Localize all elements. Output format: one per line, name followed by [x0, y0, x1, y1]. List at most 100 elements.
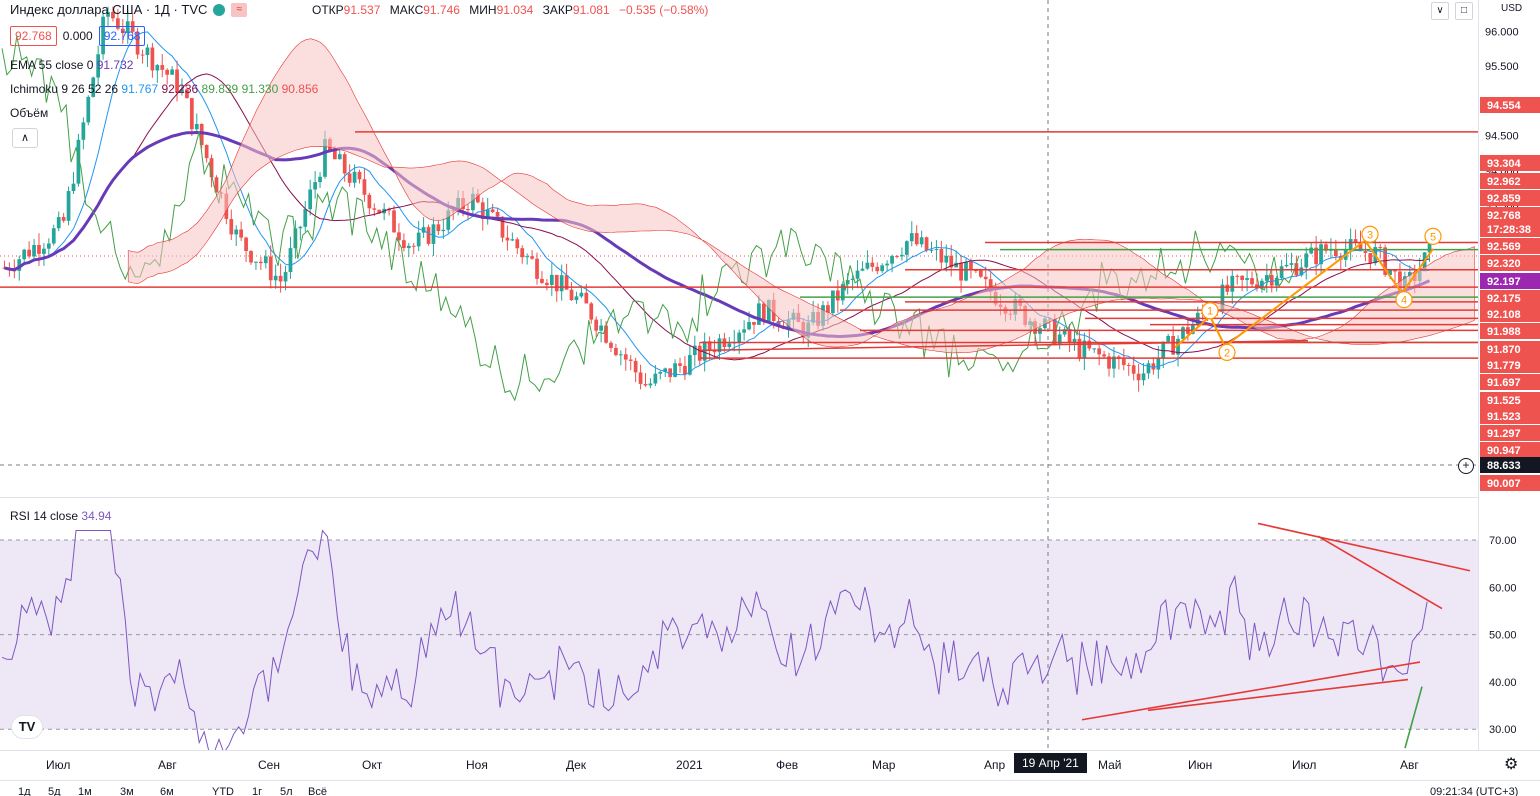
candle-body [840, 284, 845, 301]
candle-body [441, 229, 446, 232]
price-badge-text: 91.297 [1487, 428, 1521, 440]
low-value: 91.034 [496, 3, 534, 17]
rsi-trend-line [1147, 678, 1409, 712]
volume-legend[interactable]: Объём [10, 106, 48, 120]
price-badge-text: 17:28:38 [1487, 224, 1531, 236]
candle-body [727, 343, 732, 348]
candle-body [1161, 341, 1166, 358]
candle-body [372, 208, 377, 210]
chart-canvas[interactable]: 1 2 3 4 5 [0, 0, 1478, 755]
candle-body [1141, 373, 1146, 381]
candle-body [1092, 348, 1097, 350]
candle-body [490, 209, 495, 213]
candle-body [525, 256, 530, 258]
ichimoku-legend[interactable]: Ichimoku 9 26 52 26 91.767 92.236 89.839… [10, 82, 318, 96]
candle-body [880, 265, 885, 272]
ohlc-values: ОТКР91.537 МАКС91.746 МИН91.034 ЗАКР91.0… [312, 3, 714, 17]
wave-label-text: 5 [1430, 231, 1436, 243]
time-tick-label: Авг [1400, 758, 1419, 772]
candle-body [1181, 327, 1185, 339]
candle-body [845, 280, 850, 285]
wave-label-text: 2 [1224, 347, 1230, 359]
candle-body [116, 18, 120, 29]
candle-body [160, 65, 165, 70]
candle-body [890, 255, 894, 264]
candle-body [278, 275, 283, 282]
time-axis[interactable]: Июл Авг Сен Окт Ноя Дек 2021 Фев Мар Апр Май Июн Июл… [0, 750, 1540, 781]
price-scale[interactable]: USD96.00095.50095.00094.50094.00093.5009… [1478, 0, 1540, 750]
candle-body [1407, 272, 1412, 277]
candle-body [776, 320, 781, 326]
ema-legend[interactable]: EMA 55 close 0 91.732 [10, 58, 133, 72]
gear-icon[interactable]: ⚙ [1504, 756, 1519, 773]
price-badge [1480, 323, 1540, 339]
price-badge [1480, 425, 1540, 441]
add-level-icon[interactable]: + [1458, 458, 1474, 474]
time-tick-label: Июл [1292, 758, 1316, 772]
support-trend-line [699, 339, 1309, 352]
candle-body [249, 251, 253, 263]
candle-body [1368, 253, 1373, 264]
price-chart-area[interactable]: 1 2 3 4 5 [0, 0, 1478, 755]
candle-body [1121, 358, 1126, 366]
collapse-legend-button[interactable]: ∧ [12, 128, 38, 148]
buy-price-button[interactable]: 92.768 [98, 26, 146, 46]
rsi-legend[interactable]: RSI 14 close 34.94 [10, 509, 111, 523]
kijun-line [4, 73, 1430, 361]
candle-body [939, 249, 944, 263]
price-badge-text: 92.962 [1487, 176, 1521, 188]
time-tick-label: Мар [872, 758, 896, 772]
time-tick-label: Ноя [466, 758, 488, 772]
candle-body [1072, 338, 1077, 343]
candle-body [244, 237, 248, 252]
time-axis-canvas[interactable]: Июл Авг Сен Окт Ноя Дек 2021 Фев Мар Апр Май Июн Июл… [0, 751, 1478, 781]
candle-body [263, 256, 268, 264]
candle-body [535, 258, 539, 279]
candle-body [1358, 243, 1363, 252]
price-badge-text: 93.304 [1487, 158, 1522, 170]
candle-body [397, 232, 401, 241]
candle-body [515, 239, 520, 249]
candle-body [914, 233, 919, 245]
candle-body [51, 228, 56, 244]
candle-body [1378, 247, 1383, 249]
price-scale-canvas[interactable]: USD96.00095.50095.00094.50094.00093.5009… [1479, 0, 1540, 750]
candle-body [214, 177, 219, 193]
time-tick-label: Авг [158, 758, 177, 772]
candle-body [500, 216, 505, 238]
candle-body [189, 98, 194, 130]
price-badge-text: 92.859 [1487, 193, 1521, 205]
candle-body [416, 232, 421, 247]
elliott-wave-path [1174, 239, 1434, 349]
market-open-icon [213, 3, 226, 16]
candle-body [1235, 275, 1240, 277]
ichimoku-kijun-value: 92.236 [161, 82, 199, 96]
candle-body [569, 289, 574, 301]
price-badge-text: 90.947 [1487, 445, 1521, 457]
candle-body [1136, 373, 1141, 381]
pane-down-button[interactable]: ∨ [1431, 2, 1449, 20]
rsi-tick-label: 70.00 [1489, 535, 1517, 547]
sell-price-button[interactable]: 92.768 [10, 26, 57, 46]
wave-icon[interactable]: ≈ [231, 2, 248, 17]
ichimoku-spanA-value: 91.330 [241, 82, 279, 96]
candle-body [466, 209, 470, 211]
candle-body [609, 342, 613, 348]
candle-body [1348, 239, 1353, 250]
price-badge [1480, 306, 1540, 322]
candle-body [1274, 277, 1279, 286]
candle-body [835, 290, 840, 301]
pane-maximize-button[interactable]: □ [1455, 2, 1473, 20]
pane-divider[interactable] [0, 497, 1540, 498]
time-tick-label: 2021 [676, 758, 703, 772]
price-badge [1480, 97, 1540, 113]
wave-label-text: 3 [1367, 229, 1373, 241]
price-badge [1480, 392, 1540, 408]
price-badge [1480, 408, 1540, 424]
candle-body [658, 372, 663, 374]
tradingview-logo[interactable]: TV [12, 716, 42, 738]
symbol-title[interactable]: Индекс доллара США · 1Д · TVC [10, 2, 208, 17]
candle-body [288, 248, 293, 273]
candle-body [766, 299, 771, 322]
candle-body [446, 210, 451, 230]
